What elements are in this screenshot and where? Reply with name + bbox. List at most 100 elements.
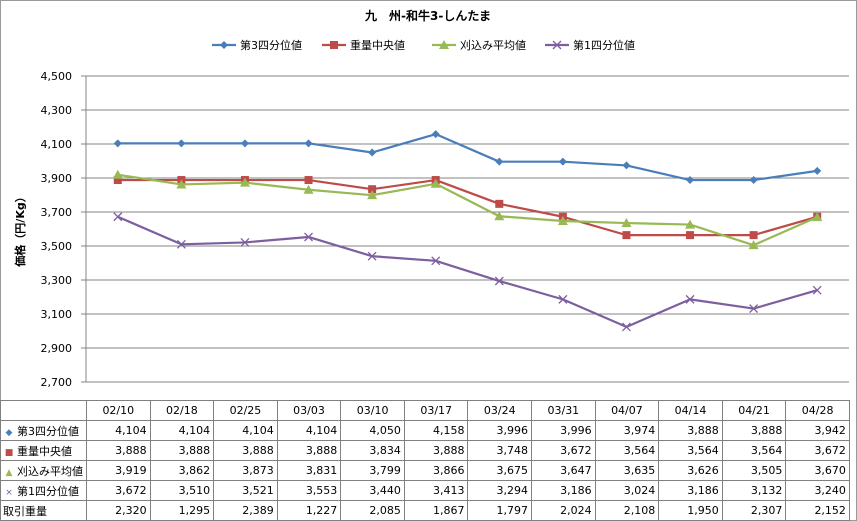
data-point: [177, 139, 186, 148]
series-layer: [112, 130, 823, 332]
data-point: [812, 212, 823, 222]
table-cell: 3,024: [594, 480, 660, 501]
table-cell: 1,950: [658, 500, 723, 521]
y-tick-label: 3,500: [41, 240, 73, 253]
legend-key-icon: ◆: [5, 427, 13, 438]
table-cell: 3,873: [213, 460, 278, 481]
legend-key-icon: ■: [4, 447, 14, 458]
table-row-name: 第3四分位値: [17, 424, 79, 438]
table-cell: 3,672: [785, 440, 850, 461]
table-cell: 3,564: [594, 440, 660, 461]
data-point: [439, 40, 449, 49]
table-cell: 3,440: [340, 480, 405, 501]
y-axis-label: 価格（円/Kg）: [13, 191, 27, 267]
table-cell: 3,862: [149, 460, 215, 481]
table-cell: 4,158: [403, 420, 469, 441]
table-header-row: 02/10 02/18 02/25 03/03 03/10 03/17 03/24 03/31…: [0, 400, 850, 421]
legend-item: 刈込み平均値: [432, 39, 526, 52]
table-cell: 3,564: [658, 440, 723, 461]
table-cell: 3,647: [531, 460, 596, 481]
data-point: [557, 216, 568, 226]
data-point: [240, 237, 250, 247]
data-point: [330, 41, 338, 49]
data-point: [748, 240, 759, 250]
table-row-name: 刈込み平均値: [17, 464, 83, 478]
table-cell: 3,510: [149, 480, 215, 501]
data-point: [304, 139, 313, 148]
table-row-name: 重量中央値: [17, 444, 72, 458]
series-triangle: [112, 169, 823, 250]
table-row: ◆ 第3四分位値 4,104 4,104 4,104 4,104 4,050 4,158 3,9…: [0, 420, 850, 441]
table-date-header: 03/03: [276, 400, 342, 421]
data-point: [685, 294, 695, 304]
table-cell: 2,307: [721, 500, 787, 521]
table-date-header: 02/18: [149, 400, 215, 421]
data-point: [176, 239, 186, 249]
table-cell: 3,521: [213, 480, 278, 501]
data-point: [239, 177, 250, 187]
data-point: [494, 211, 505, 221]
table-cell: 3,132: [721, 480, 787, 501]
table-cell: 3,888: [403, 440, 469, 461]
table-cell: 3,626: [658, 460, 723, 481]
table-cell: 1,797: [467, 500, 533, 521]
data-point: [367, 190, 378, 200]
table-cell: 3,240: [785, 480, 850, 501]
table-cell: 3,505: [721, 460, 787, 481]
table-cell: 3,672: [86, 480, 151, 501]
table-cell: 3,186: [531, 480, 596, 501]
legend: 第3四分位値 重量中央値 刈込み平均値 第1四分位値: [212, 38, 635, 52]
legend-label: 重量中央値: [350, 38, 405, 52]
y-tick-label: 2,700: [41, 376, 73, 389]
data-point: [368, 185, 377, 194]
table-cell: 3,888: [658, 420, 723, 441]
table-cell: 3,888: [149, 440, 215, 461]
series-line: [117, 215, 818, 329]
table-cell: 3,831: [276, 460, 342, 481]
data-point: [495, 199, 504, 208]
data-point: [749, 231, 758, 240]
table-cell: 3,942: [785, 420, 850, 441]
table-date-header: 04/21: [721, 400, 787, 421]
series-line: [117, 133, 818, 182]
table-corner: [0, 400, 87, 421]
table-row-label: 取引重量: [0, 500, 87, 521]
data-point: [686, 231, 695, 240]
data-point: [749, 304, 759, 314]
data-point: [368, 148, 377, 157]
table-cell: 3,564: [721, 440, 787, 461]
table-row-label: ◆ 第3四分位値: [0, 420, 87, 441]
y-tick-label: 4,300: [41, 104, 73, 117]
table-cell: 2,320: [86, 500, 151, 521]
y-tick-label: 4,100: [41, 138, 73, 151]
table-row-label: ■ 重量中央値: [0, 440, 87, 461]
legend-key-icon: ×: [5, 487, 13, 498]
line-chart: 九 州-和牛3-しんたま 価格（円/Kg） 第3四分位値 重量中央値 刈込み平均値第…: [13, 8, 849, 389]
table-cell: 3,294: [467, 480, 533, 501]
table-date-header: 04/14: [658, 400, 723, 421]
data-point: [494, 276, 504, 286]
table-cell: 1,295: [149, 500, 215, 521]
data-point: [220, 41, 228, 49]
legend-label: 第1四分位値: [573, 38, 635, 52]
legend-key-icon: ▲: [5, 467, 13, 478]
data-point: [113, 139, 122, 148]
table-row: ▲ 刈込み平均値 3,919 3,862 3,873 3,831 3,799 3,866 3,6…: [0, 460, 850, 481]
table-cell: 3,672: [531, 440, 596, 461]
table-cell: 3,866: [403, 460, 469, 481]
data-table: 02/10 02/18 02/25 03/03 03/10 03/17 03/24 03/31…: [0, 400, 850, 521]
data-point: [367, 251, 377, 261]
data-point: [176, 179, 187, 189]
y-tick-label: 3,900: [41, 172, 73, 185]
series-square: [113, 176, 822, 240]
table-date-header: 02/10: [86, 400, 151, 421]
table-cell: 2,024: [531, 500, 596, 521]
table-cell: 3,996: [531, 420, 596, 441]
table-row: ■ 重量中央値 3,888 3,888 3,888 3,888 3,834 3,888 3,74…: [0, 440, 850, 461]
table-cell: 3,553: [276, 480, 342, 501]
table-cell: 3,996: [467, 420, 533, 441]
chart-title: 九 州-和牛3-しんたま: [364, 8, 491, 23]
data-point: [113, 212, 123, 222]
data-point: [812, 285, 822, 295]
table-date-header: 04/07: [594, 400, 660, 421]
